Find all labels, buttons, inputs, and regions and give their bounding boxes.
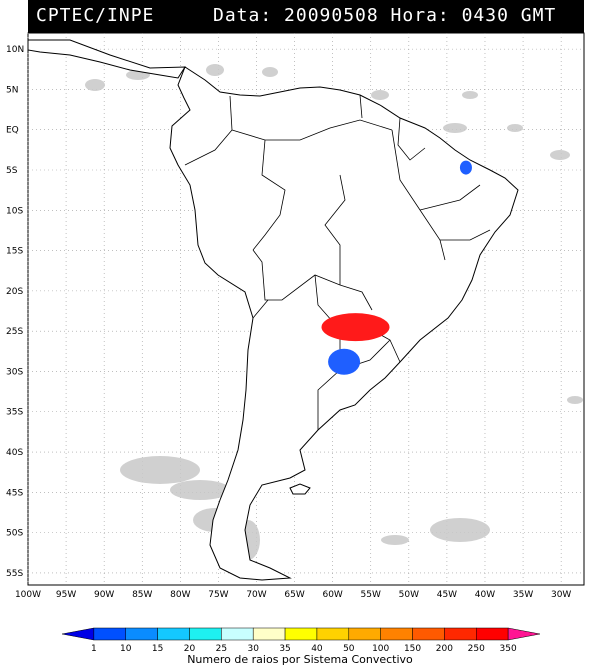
lon-tick-label: 70W	[246, 590, 266, 600]
cloud-patch	[567, 396, 583, 404]
institution-label: CPTEC/INPE	[36, 5, 155, 26]
cloud-patch	[120, 456, 200, 484]
lat-tick-label: 5S	[6, 166, 18, 176]
cloud-patch	[550, 150, 570, 160]
cloud-patch	[371, 90, 389, 100]
lon-tick-label: 100W	[15, 590, 41, 600]
colorbar-swatch	[189, 627, 222, 641]
colorbar-swatch	[444, 627, 477, 641]
lon-tick-label: 40W	[475, 590, 495, 600]
lon-tick-label: 75W	[208, 590, 228, 600]
colorbar-swatch	[125, 627, 158, 641]
colorbar-label: 30	[247, 644, 259, 654]
cloud-patch	[170, 480, 230, 500]
colorbar-swatch	[284, 627, 318, 641]
cloud-patch	[507, 124, 523, 132]
lightning-system	[328, 348, 361, 375]
colorbar-label: 20	[184, 644, 196, 654]
lat-tick-label: 55S	[6, 569, 23, 579]
lon-tick-label: 90W	[94, 590, 114, 600]
colorbar-label: 200	[436, 644, 453, 654]
cloud-patch	[262, 67, 278, 77]
colorbar-swatch	[476, 627, 509, 641]
colorbar-label: 50	[343, 644, 355, 654]
colorbar: 1 10 15 20 25 30 35 40 50 100 150 200 250 350	[61, 627, 541, 654]
lon-tick-label: 65W	[284, 590, 304, 600]
lon-tick-label: 50W	[399, 590, 419, 600]
lat-tick-label: 5N	[6, 85, 18, 95]
cloud-patch	[462, 91, 478, 99]
colorbar-label: 150	[404, 644, 421, 654]
lon-tick-label: 45W	[437, 590, 457, 600]
colorbar-label: 40	[311, 644, 323, 654]
lat-tick-label: 50S	[6, 529, 23, 539]
country-borders	[184, 94, 491, 430]
central-america	[27, 39, 186, 79]
colorbar-label: 350	[500, 644, 517, 654]
colorbar-swatch	[252, 627, 286, 641]
lightning-system	[321, 313, 390, 342]
cloud-patch	[85, 79, 105, 91]
colorbar-label: 250	[468, 644, 485, 654]
colorbar-swatch	[348, 627, 381, 641]
colorbar-swatch	[93, 627, 126, 641]
colorbar-label: 25	[216, 644, 227, 654]
lat-tick-label: 45S	[6, 488, 23, 498]
lightning-system	[459, 160, 472, 175]
lon-tick-label: 60W	[322, 590, 342, 600]
colorbar-swatch	[316, 627, 350, 641]
continent-outline	[27, 39, 519, 581]
datetime-label: Data: 20090508 Hora: 0430 GMT	[213, 5, 557, 26]
lon-tick-label: 30W	[551, 590, 571, 600]
colorbar-swatch	[412, 627, 445, 641]
lon-tick-label: 35W	[513, 590, 533, 600]
lat-tick-label: 15S	[6, 247, 23, 257]
lon-tick-label: 55W	[361, 590, 381, 600]
falkland-islands	[289, 483, 311, 495]
lon-tick-label: 80W	[170, 590, 190, 600]
colorbar-label: 1	[91, 644, 97, 654]
axis-labels: 10N 5N EQ 5S 10S 15S 20S 25S 30S 35S 40S 45S 50S 55S 1…	[6, 45, 571, 600]
legend-caption: Numero de raios por Sistema Convectivo	[187, 653, 413, 666]
colorbar-label: 100	[372, 644, 389, 654]
lat-tick-label: 25S	[6, 327, 23, 337]
lightning-systems	[321, 160, 472, 375]
colorbar-label: 10	[120, 644, 132, 654]
lat-tick-label: 20S	[6, 287, 23, 297]
lon-tick-label: 95W	[56, 590, 76, 600]
lat-tick-label: 10N	[6, 45, 24, 55]
lat-tick-label: EQ	[6, 126, 19, 136]
map-header: CPTEC/INPE Data: 20090508 Hora: 0430 GMT	[28, 0, 584, 33]
lon-tick-label: 85W	[132, 590, 152, 600]
colorbar-swatch	[507, 627, 541, 641]
lat-tick-label: 35S	[6, 408, 23, 418]
colorbar-swatch	[221, 627, 254, 641]
lat-tick-label: 30S	[6, 367, 23, 377]
colorbar-swatch	[380, 627, 413, 641]
cloud-patch	[430, 518, 490, 542]
lat-tick-label: 40S	[6, 448, 23, 458]
lat-tick-label: 10S	[6, 206, 23, 216]
colorbar-label: 35	[279, 644, 290, 654]
cloud-patch	[443, 123, 467, 133]
colorbar-swatch	[61, 627, 95, 641]
colorbar-swatch	[157, 627, 190, 641]
cloud-patch	[381, 535, 409, 545]
cloud-patch	[206, 64, 224, 76]
colorbar-label: 15	[152, 644, 163, 654]
